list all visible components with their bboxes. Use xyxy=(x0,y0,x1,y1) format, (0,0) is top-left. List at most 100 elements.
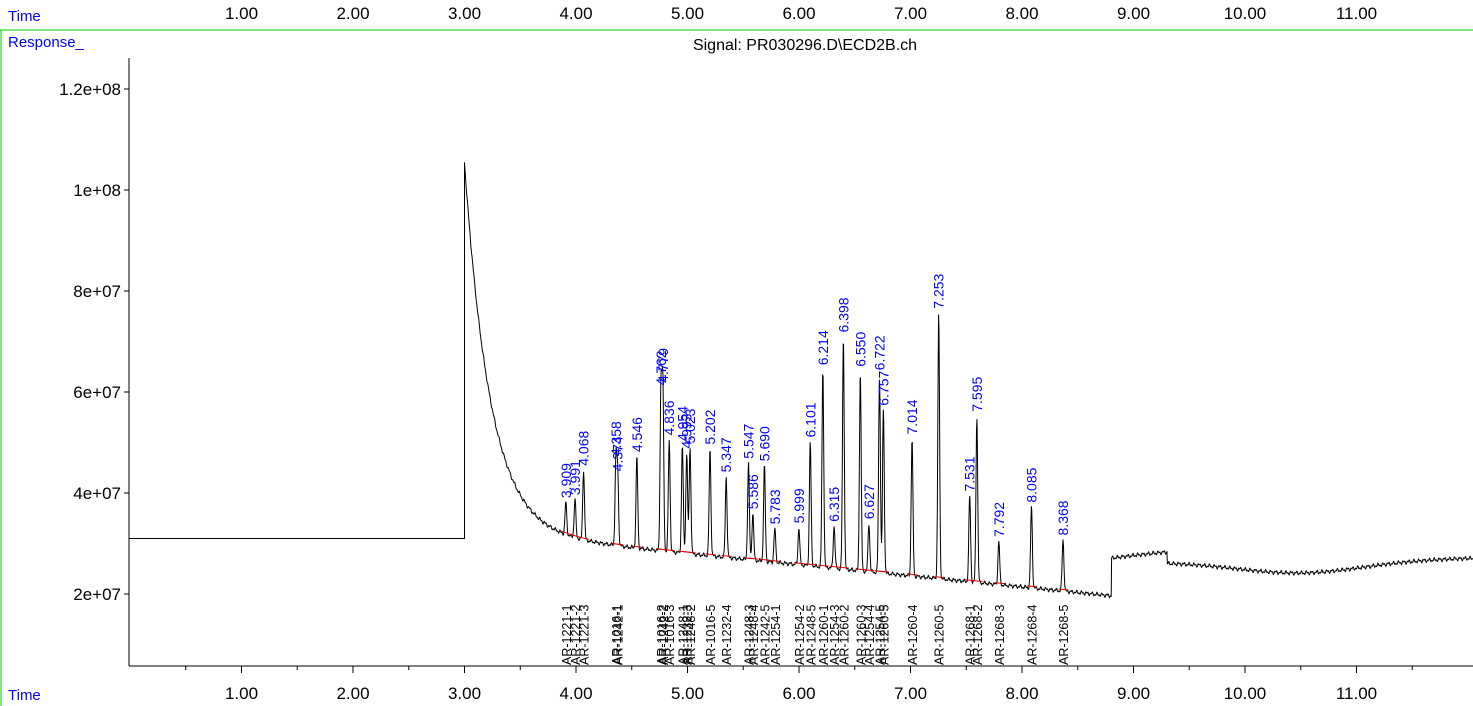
integration-baseline-segment xyxy=(664,549,675,552)
peak-retention-label: 8.085 xyxy=(1023,467,1039,502)
compound-name-label: AR-1242-1 xyxy=(612,605,626,665)
compound-name-label: AR-1248-5 xyxy=(804,605,818,665)
peak-retention-label: 7.531 xyxy=(962,456,978,491)
top-time-tick-label: 2.00 xyxy=(336,4,369,23)
peak-retention-label: 6.627 xyxy=(861,484,877,519)
compound-name-label: AR-1016-5 xyxy=(704,605,718,665)
integration-baseline-segment xyxy=(1058,588,1069,591)
compound-name-label: AR-1260-3 xyxy=(854,605,868,665)
peak-retention-label: 6.315 xyxy=(826,487,842,522)
integration-baseline-segment xyxy=(770,559,781,562)
peak-retention-label: 4.358 xyxy=(608,421,624,456)
signal-trace xyxy=(464,162,1473,599)
x-tick-label: 5.00 xyxy=(671,684,704,703)
y-tick-label: 1.2e+08 xyxy=(59,80,121,99)
y-tick-label: 4e+07 xyxy=(73,484,121,503)
peak-retention-label: 4.068 xyxy=(576,431,592,466)
peak-retention-label: 5.586 xyxy=(745,474,761,509)
peak-retention-label: 6.550 xyxy=(852,332,868,367)
peak-retention-label: 5.547 xyxy=(740,423,756,458)
top-time-tick-label: 3.00 xyxy=(448,4,481,23)
compound-name-label: AR-1016-3 xyxy=(663,605,677,665)
integration-baseline-segment xyxy=(748,557,759,560)
integration-baseline-segment xyxy=(1026,585,1038,588)
compound-name-label: AR-1268-5 xyxy=(1057,605,1071,665)
integration-baseline-segment xyxy=(878,570,890,573)
y-tick-label: 8e+07 xyxy=(73,282,121,301)
top-time-tick-label: 4.00 xyxy=(559,4,592,23)
peak-retention-label: 8.368 xyxy=(1055,500,1071,535)
integration-baseline-segment xyxy=(855,568,866,571)
integration-baseline-segment xyxy=(759,558,771,561)
compound-name-label: AR-1260-4 xyxy=(906,605,920,665)
integration-baseline-segment xyxy=(864,569,875,572)
compound-name-label: AR-1221-3 xyxy=(578,605,592,665)
integration-baseline-segment xyxy=(994,582,1005,585)
compound-name-label: AR-1260-1 xyxy=(817,605,831,665)
x-tick-label: 4.00 xyxy=(559,684,592,703)
compound-name-label: AR-1254-4 xyxy=(863,605,877,665)
peak-retention-label: 7.792 xyxy=(991,502,1007,537)
x-tick-label: 11.00 xyxy=(1336,684,1377,703)
top-time-label: Time xyxy=(8,8,41,25)
y-axis-ticks: 2e+07 4e+07 6e+07 8e+07 1e+08 1.2e+08 xyxy=(59,80,129,604)
compound-name-label: AR-1248-1 xyxy=(676,605,690,665)
x-tick-label: 7.00 xyxy=(894,684,927,703)
integration-baseline-segment xyxy=(705,553,716,556)
x-tick-label: 3.00 xyxy=(448,684,481,703)
x-tick-label: 6.00 xyxy=(782,684,815,703)
integration-baselines xyxy=(561,530,1069,591)
y-tick-label: 1e+08 xyxy=(73,181,121,200)
response-label: Response_ xyxy=(8,34,85,51)
compound-name-label: AR-1268-2 xyxy=(971,605,985,665)
integration-baseline-segment xyxy=(934,576,945,579)
compound-name-label: AR-1248-4 xyxy=(747,605,761,665)
peak-retention-label: 7.595 xyxy=(969,376,985,411)
compound-name-label: AR-1260-2 xyxy=(837,605,851,665)
peak-retention-label: 5.999 xyxy=(791,488,807,523)
compound-name-label: AR-1016-2 xyxy=(655,605,669,665)
top-time-axis: 1.00 2.00 3.00 4.00 5.00 6.00 7.00 8.00 9.00 10.0… xyxy=(225,4,1377,23)
x-tick-label: 8.00 xyxy=(1005,684,1038,703)
peak-retention-label: 5.023 xyxy=(682,408,698,443)
integration-baseline-segment xyxy=(561,530,572,536)
peak-retention-label: 5.202 xyxy=(702,409,718,444)
compound-name-label: AR-1254-2 xyxy=(793,605,807,665)
compound-name-label: AR-1254-3 xyxy=(828,605,842,665)
compound-name-label: AR-1260-5 xyxy=(877,605,891,665)
top-time-tick-label: 7.00 xyxy=(894,4,927,23)
top-time-tick-label: 6.00 xyxy=(782,4,815,23)
compound-name-label: AR-1242-5 xyxy=(758,605,772,665)
compound-name-label: AR-1232-3 xyxy=(681,605,695,665)
peak-retention-label: 6.101 xyxy=(802,402,818,437)
integration-baseline-segment xyxy=(829,565,840,568)
top-time-tick-label: 11.00 xyxy=(1336,4,1377,23)
top-time-tick-label: 10.00 xyxy=(1224,4,1267,23)
compound-name-label: AR-1254-5 xyxy=(874,605,888,665)
peak-retention-label: 4.954 xyxy=(674,406,690,441)
peak-retention-label: 4.993 xyxy=(679,413,695,448)
peak-retention-label: 5.783 xyxy=(767,489,783,524)
top-time-tick-label: 5.00 xyxy=(671,4,704,23)
compound-name-label: AR-1221-1 xyxy=(560,605,574,665)
x-axis-ticks: 1.00 2.00 3.00 4.00 5.00 6.00 7.00 8.00 9.00 10.0… xyxy=(185,666,1413,703)
compound-name-label: AR-1232-4 xyxy=(720,605,734,665)
peak-retention-label: 4.374 xyxy=(610,436,626,471)
peak-retention-label: 7.014 xyxy=(904,399,920,434)
peak-retention-label: 5.690 xyxy=(756,426,772,461)
pre-injection-trace xyxy=(129,162,465,539)
compound-name-label: AR-1221-2 xyxy=(569,605,583,665)
integration-baseline-segment xyxy=(570,534,581,538)
integration-baseline-segment xyxy=(721,554,732,557)
peak-retention-label: 4.836 xyxy=(661,400,677,435)
peak-retention-label: 4.762 xyxy=(653,350,669,385)
x-tick-label: 9.00 xyxy=(1117,684,1150,703)
integration-baseline-segment xyxy=(805,563,816,566)
y-tick-label: 2e+07 xyxy=(73,585,121,604)
integration-baseline-segment xyxy=(838,566,850,569)
peak-retention-label: 5.347 xyxy=(718,437,734,472)
compound-name-label: AR-1268-4 xyxy=(1025,605,1039,665)
integration-baseline-segment xyxy=(907,573,918,576)
